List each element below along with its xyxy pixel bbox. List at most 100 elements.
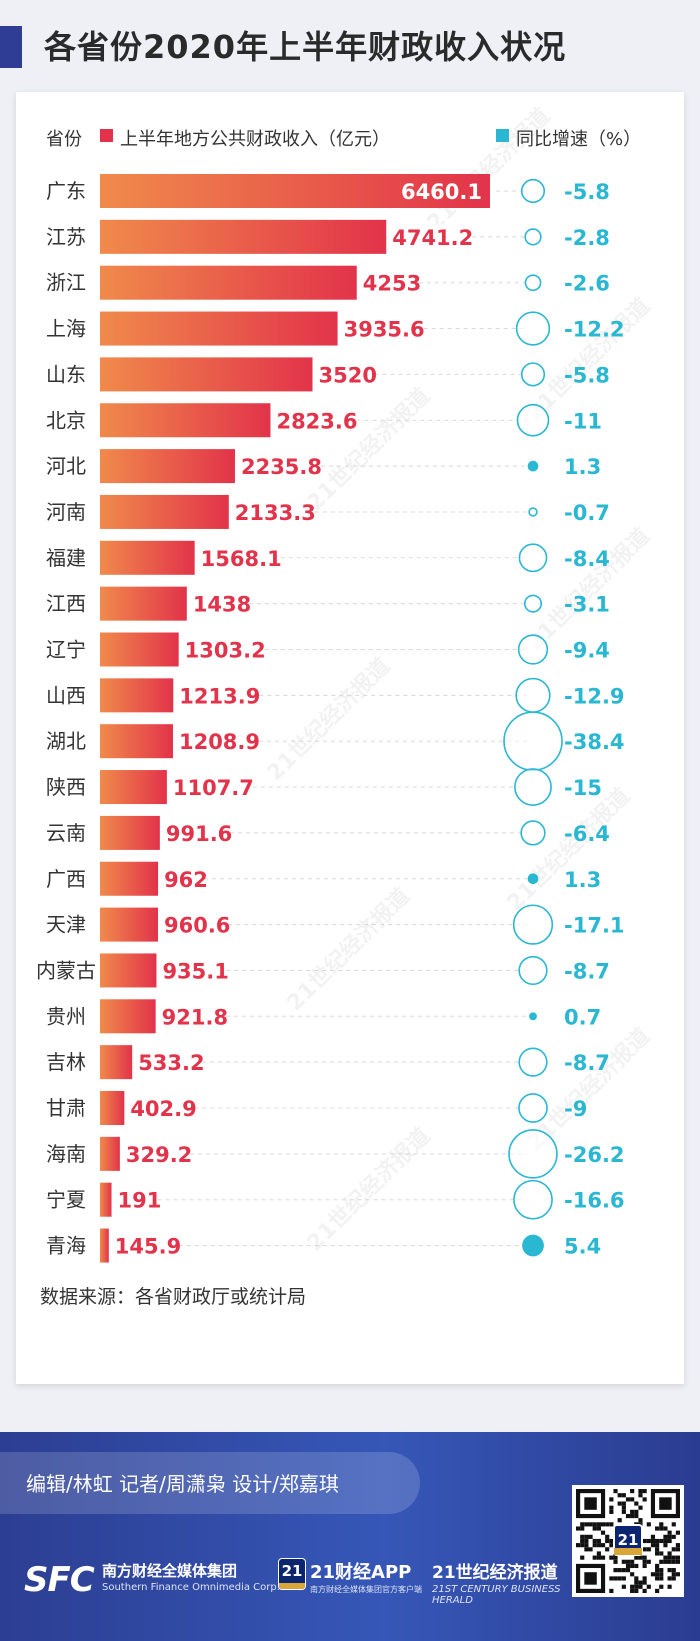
chart-rows: 广东 6460.1 -5.8 江苏 4741.2 -2.8 浙江 4253 -2.6 上海 3935…	[36, 174, 625, 1263]
qr-module	[663, 1555, 668, 1560]
qr-module	[642, 1538, 647, 1544]
revenue-bar	[100, 1091, 125, 1125]
revenue-bar	[100, 1136, 120, 1171]
revenue-bar	[100, 999, 156, 1034]
category-label: 上海	[46, 317, 86, 341]
growth-value-label: -11	[564, 409, 602, 433]
value-label-bg	[110, 1232, 179, 1259]
qr-module	[638, 1493, 643, 1498]
revenue-value-label: 1107.7	[173, 776, 254, 800]
qr-code-icon[interactable]: 21	[572, 1485, 684, 1597]
qr-module	[659, 1551, 664, 1556]
qr-module	[596, 1526, 601, 1531]
category-label: 贵州	[46, 1004, 86, 1028]
growth-bubble	[517, 634, 549, 665]
qr-module	[605, 1522, 610, 1527]
growth-bubble	[515, 311, 551, 346]
qr-module	[613, 1568, 618, 1573]
qr-module	[605, 1534, 610, 1539]
page-title: 各省份2020年上半年财政收入状况	[44, 28, 567, 66]
value-label-bg	[188, 590, 245, 617]
logo-strip: SFC 南方财经全媒体集团 Southern Finance Omnimedia…	[0, 1542, 580, 1612]
qr-module	[650, 1534, 656, 1539]
qr-module	[642, 1580, 647, 1585]
watermark-text: 21世纪经济报道	[422, 103, 555, 236]
qr-module	[609, 1522, 614, 1527]
qr-center-badge-text: 21	[618, 1531, 639, 1549]
category-label: 江西	[46, 592, 86, 616]
growth-bubble	[516, 403, 550, 437]
growth-value-label: -8.7	[564, 959, 610, 983]
value-label-bg	[134, 1049, 203, 1076]
revenue-bar	[100, 953, 157, 988]
title-accent-bar	[0, 26, 22, 68]
qr-module	[592, 1555, 597, 1560]
credits-text: 编辑/林虹 记者/周潇枭 设计/郑嘉琪	[26, 1472, 339, 1496]
growth-bubble	[512, 904, 554, 945]
growth-value-label: -12.9	[564, 684, 625, 708]
qr-module	[600, 1543, 606, 1548]
qr-module	[609, 1576, 614, 1581]
qr-module	[630, 1497, 635, 1502]
growth-bubble	[523, 594, 543, 613]
title-bar: 各省份2020年上半年财政收入状况	[0, 18, 700, 82]
revenue-value-label: 533.2	[138, 1051, 204, 1075]
category-label: 海南	[46, 1142, 86, 1166]
growth-value-label: -6.4	[564, 822, 610, 846]
qr-module	[663, 1534, 668, 1539]
category-label: 广西	[46, 867, 86, 891]
qr-module	[580, 1526, 585, 1531]
qr-module	[667, 1534, 672, 1539]
qr-module	[638, 1505, 643, 1510]
qr-module	[609, 1588, 614, 1593]
qr-module	[613, 1555, 618, 1560]
value-label-bg	[358, 269, 415, 296]
qr-module	[621, 1568, 626, 1573]
row-7: 河北 2235.8 1.3	[46, 449, 601, 484]
revenue-value-label: 1213.9	[179, 684, 260, 708]
growth-bubble	[514, 768, 552, 806]
qr-module	[596, 1555, 601, 1560]
qr-module	[634, 1584, 639, 1589]
qr-module	[634, 1580, 639, 1585]
qr-module	[609, 1505, 614, 1510]
watermark-text: 21世纪经济报道	[302, 383, 435, 516]
growth-bubble	[520, 178, 546, 204]
qr-module	[596, 1551, 601, 1556]
qr-module	[642, 1559, 647, 1564]
row-13: 湖北 1208.9 -38.4	[46, 711, 625, 772]
growth-bubble	[508, 1129, 558, 1179]
row-22: 海南 329.2 -26.2	[46, 1129, 625, 1179]
growth-bubble	[522, 1234, 544, 1257]
qr-module	[584, 1543, 589, 1548]
revenue-value-label: 329.2	[126, 1143, 192, 1167]
qr-module	[655, 1547, 660, 1552]
qr-module	[621, 1505, 626, 1510]
growth-value-label: -9	[564, 1097, 587, 1121]
growth-bubble	[528, 507, 538, 517]
row-18: 内蒙古 935.1 -8.7	[36, 953, 610, 988]
qr-module	[617, 1576, 622, 1581]
qr-module	[596, 1538, 601, 1544]
qr-finder-core	[659, 1497, 672, 1510]
qr-module	[584, 1534, 589, 1539]
value-label-bg	[158, 957, 227, 984]
qr-module	[605, 1538, 610, 1544]
qr-module	[667, 1555, 672, 1560]
qr-module	[617, 1501, 622, 1506]
qr-module	[675, 1530, 680, 1535]
qr-module	[617, 1568, 622, 1573]
revenue-value-label: 935.1	[162, 959, 228, 983]
growth-value-label: -3.1	[564, 593, 610, 617]
credits-pill: 编辑/林虹 记者/周潇枭 设计/郑嘉琪	[0, 1452, 420, 1514]
qr-module	[646, 1559, 651, 1564]
value-label-bg	[236, 453, 317, 480]
revenue-bar	[100, 861, 159, 896]
qr-module	[655, 1538, 660, 1544]
growth-value-label: -8.4	[564, 547, 610, 571]
category-label: 浙江	[46, 271, 86, 295]
qr-module	[630, 1563, 635, 1569]
qr-module	[663, 1538, 668, 1544]
qr-module	[634, 1513, 639, 1519]
growth-bubble	[518, 543, 548, 573]
